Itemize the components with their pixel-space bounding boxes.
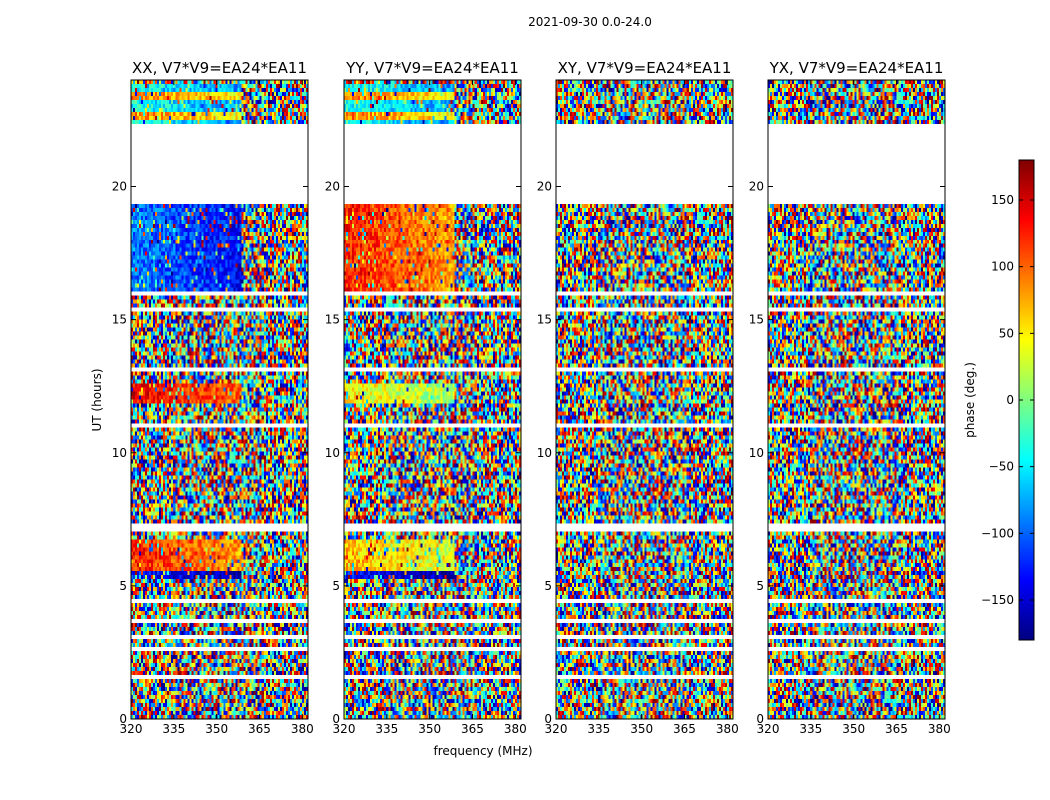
x-tick-label: 320: [545, 722, 568, 736]
heatmap-image: [131, 80, 308, 719]
x-tick-label: 365: [461, 722, 484, 736]
panel-xy: XY, V7*V9=EA24*EA11 320 335 350 365 380 0 5 10 15…: [537, 59, 739, 736]
x-tick-label: 365: [673, 722, 696, 736]
y-tick-label: 5: [332, 579, 340, 593]
y-tick-label: 5: [756, 579, 764, 593]
x-tick-label: 350: [205, 722, 228, 736]
y-tick-label: 20: [112, 180, 127, 194]
x-tick-label: 350: [842, 722, 865, 736]
x-tick-label: 365: [248, 722, 271, 736]
y-tick-label: 20: [325, 180, 340, 194]
colorbar-label: phase (deg.): [963, 362, 977, 438]
colorbar: 150 100 50 0 −50 −100 −150 phase (deg.): [963, 159, 1035, 641]
panel-frame: [767, 79, 946, 720]
y-tick-label: 15: [325, 313, 340, 327]
colorbar-tick-label: 0: [1006, 393, 1014, 407]
x-tick-label: 365: [885, 722, 908, 736]
panel-frame: [130, 79, 309, 720]
y-tick-label: 20: [537, 180, 552, 194]
heatmap-image: [556, 80, 733, 719]
x-tick-label: 380: [504, 722, 527, 736]
heatmap-image: [344, 80, 521, 719]
x-tick-label: 335: [799, 722, 822, 736]
panel-title: YX, V7*V9=EA24*EA11: [769, 59, 944, 77]
suptitle: 2021-09-30 0.0-24.0: [528, 15, 652, 29]
colorbar-tick-label: −50: [989, 460, 1014, 474]
x-tick-label: 335: [162, 722, 185, 736]
y-tick-label: 15: [537, 313, 552, 327]
colorbar-tick-label: 150: [991, 193, 1014, 207]
x-tick-label: 350: [630, 722, 653, 736]
panels: XX, V7*V9=EA24*EA11 320 335 350 365 380 0 5 10 15…: [112, 59, 951, 736]
y-tick-label: 5: [119, 579, 127, 593]
y-tick-label: 0: [332, 712, 340, 726]
x-tick-label: 320: [120, 722, 143, 736]
x-tick-label: 380: [716, 722, 739, 736]
x-tick-label: 320: [333, 722, 356, 736]
y-tick-label: 15: [749, 313, 764, 327]
panel-title: XY, V7*V9=EA24*EA11: [558, 59, 732, 77]
colorbar-tick-label: 100: [991, 260, 1014, 274]
x-tick-label: 320: [757, 722, 780, 736]
y-tick-label: 0: [544, 712, 552, 726]
panel-xx: XX, V7*V9=EA24*EA11 320 335 350 365 380 0 5 10 15…: [112, 59, 314, 736]
y-tick-label: 0: [756, 712, 764, 726]
y-tick-label: 10: [112, 446, 127, 460]
x-tick-label: 350: [418, 722, 441, 736]
x-tick-label: 335: [587, 722, 610, 736]
colorbar-tick-label: 50: [999, 326, 1014, 340]
panel-frame: [343, 79, 522, 720]
y-tick-label: 5: [544, 579, 552, 593]
y-tick-label: 20: [749, 180, 764, 194]
y-tick-label: 15: [112, 313, 127, 327]
panel-frame: [555, 79, 734, 720]
y-tick-label: 0: [119, 712, 127, 726]
colorbar-tick-label: −100: [981, 526, 1014, 540]
x-tick-label: 335: [375, 722, 398, 736]
y-tick-label: 10: [325, 446, 340, 460]
panel-title: XX, V7*V9=EA24*EA11: [132, 59, 307, 77]
y-tick-label: 10: [749, 446, 764, 460]
y-tick-label: 10: [537, 446, 552, 460]
heatmap-image: [768, 80, 945, 719]
x-tick-label: 380: [291, 722, 314, 736]
x-tick-label: 380: [928, 722, 951, 736]
y-axis-label: UT (hours): [90, 368, 104, 431]
colorbar-tick-label: −150: [981, 593, 1014, 607]
x-axis-label: frequency (MHz): [433, 744, 532, 758]
panel-yy: YY, V7*V9=EA24*EA11 320 335 350 365 380 0 5 10 15…: [325, 59, 527, 736]
panel-yx: YX, V7*V9=EA24*EA11 320 335 350 365 380 0 5 10 15…: [749, 59, 951, 736]
panel-title: YY, V7*V9=EA24*EA11: [345, 59, 519, 77]
